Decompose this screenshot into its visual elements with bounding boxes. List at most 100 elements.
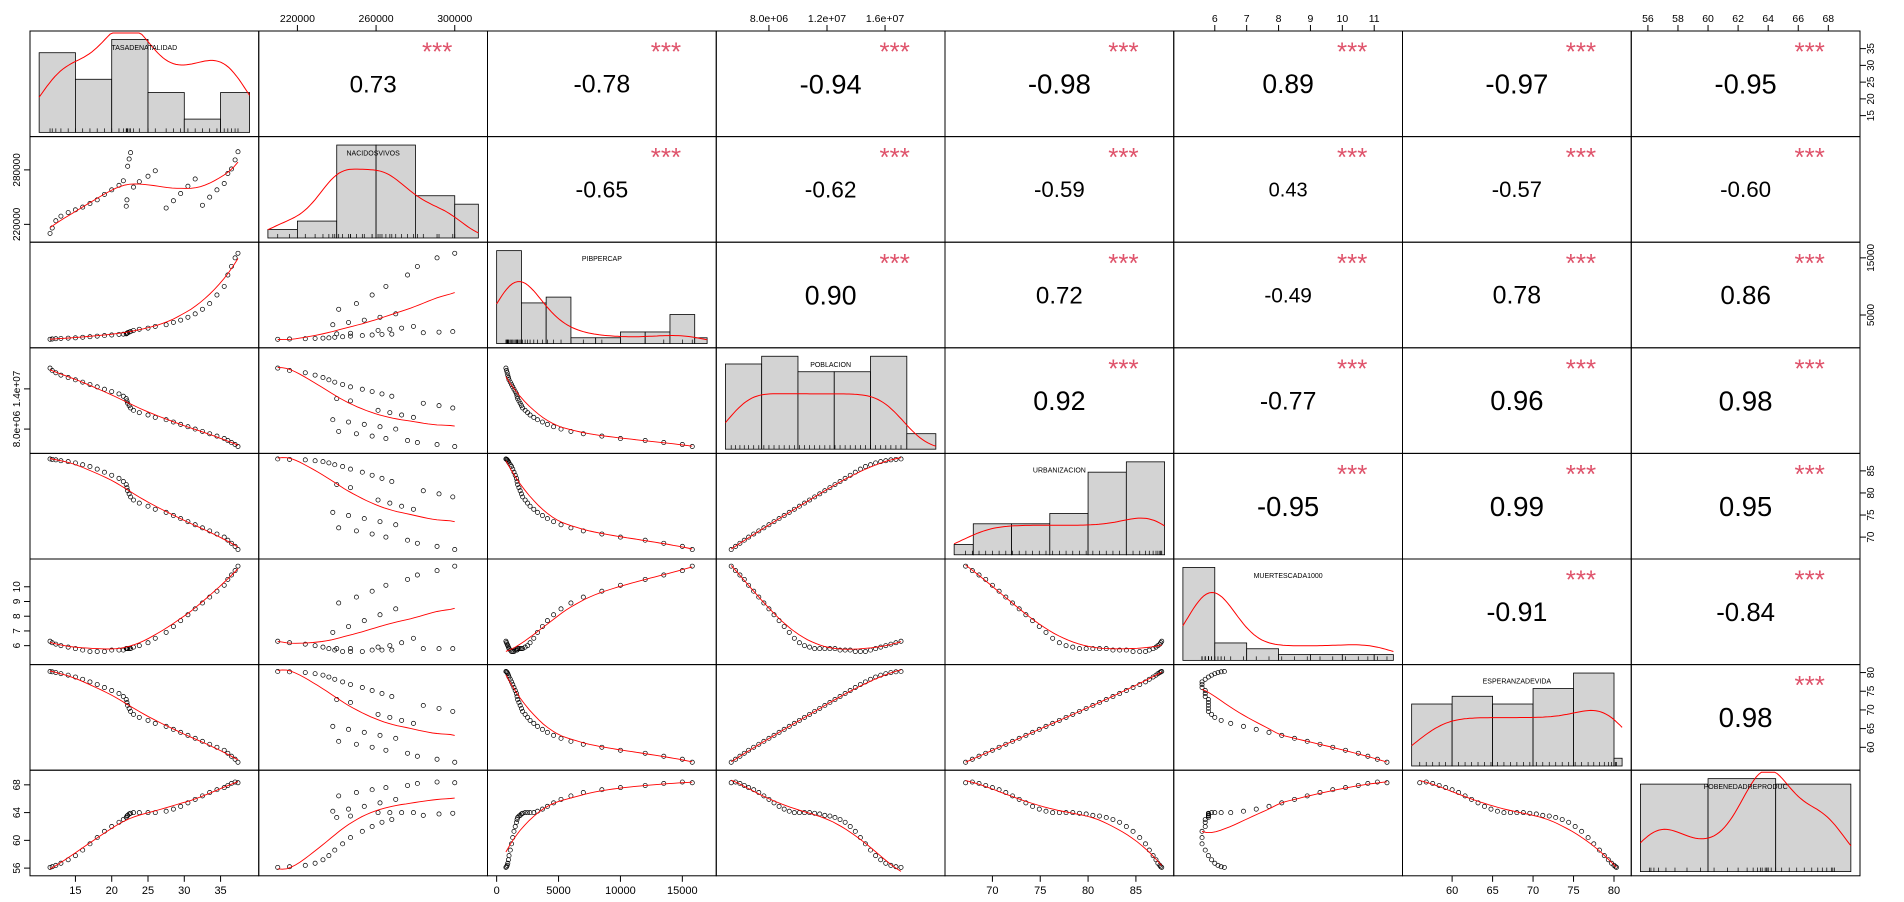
- significance-stars: ***: [1108, 37, 1138, 67]
- scatter-point: [387, 810, 393, 816]
- scatter-point: [514, 817, 520, 822]
- scatter-point: [326, 335, 332, 341]
- tick-label: 220000: [12, 207, 23, 241]
- scatter-point: [514, 393, 520, 399]
- scatter-point: [515, 814, 521, 820]
- correlation-value: -0.97: [1485, 68, 1548, 99]
- panel-esperanzadevida-vs-muertescada1000: [1199, 668, 1390, 765]
- scatter-point: [756, 741, 762, 747]
- smoother-line: [49, 369, 239, 446]
- scatter-point: [781, 726, 787, 732]
- correlation-value: -0.84: [1716, 599, 1775, 627]
- scatter-point: [599, 787, 605, 793]
- scatter-point: [776, 516, 782, 522]
- panel-frame: [29, 241, 260, 349]
- scatter-point: [405, 438, 410, 443]
- scatter-point: [989, 582, 995, 588]
- scatter-point: [689, 563, 695, 569]
- scatter-point: [1023, 612, 1029, 618]
- scatter-point: [751, 531, 757, 537]
- scatter-point: [837, 817, 843, 822]
- tick-label: 58: [1672, 13, 1684, 25]
- scatter-point: [346, 726, 351, 732]
- scatter-point: [375, 327, 381, 333]
- scatter-point: [1374, 779, 1380, 785]
- significance-stars: ***: [1337, 37, 1367, 67]
- scatter-point: [436, 329, 442, 335]
- scatter-point: [898, 668, 904, 674]
- scatter-point: [531, 720, 537, 726]
- scatter-point: [359, 828, 365, 834]
- scatter-point: [1003, 594, 1009, 600]
- scatter-point: [817, 705, 823, 711]
- scatter-point: [522, 711, 528, 717]
- significance-stars: ***: [1566, 565, 1596, 595]
- significance-stars: ***: [1566, 142, 1596, 172]
- scatter-point: [199, 793, 205, 799]
- scatter-point: [1063, 714, 1069, 720]
- panel-tasadenatalidad-vs-pobenedadreproduc: -0.95 ***: [1715, 37, 1825, 100]
- scatter-point: [379, 331, 385, 337]
- scatter-point: [302, 370, 308, 376]
- scatter-point: [109, 389, 115, 395]
- scatter-point: [163, 205, 169, 211]
- tick-label: 6: [1212, 13, 1218, 25]
- scatter-point: [235, 547, 241, 552]
- histogram-bar: [220, 92, 251, 133]
- significance-stars: ***: [422, 37, 452, 67]
- scatter-point: [330, 808, 336, 814]
- density-curve: [1411, 709, 1623, 746]
- scatter-point: [1130, 649, 1136, 654]
- variable-name: URBANIZACION: [1033, 467, 1086, 474]
- scatter-point: [336, 306, 342, 312]
- scatter-point: [312, 860, 318, 866]
- scatter-point: [361, 317, 367, 323]
- scatter-point: [822, 702, 828, 708]
- smoother-line: [277, 607, 455, 644]
- scatter-point: [102, 649, 107, 654]
- tick-label: 30: [178, 885, 190, 897]
- scatter-point: [131, 497, 136, 503]
- density-curve: [1640, 771, 1852, 847]
- scatter-point: [377, 424, 383, 430]
- scatter-point: [377, 800, 383, 806]
- scatter-point: [330, 322, 336, 328]
- correlation-value: -0.98: [1028, 69, 1091, 100]
- scatter-point: [332, 334, 338, 340]
- scatter-point: [802, 500, 807, 506]
- scatter-point: [235, 563, 241, 569]
- scatter-point: [136, 410, 142, 416]
- scatter-point: [123, 396, 129, 402]
- scatter-point: [551, 732, 557, 738]
- scatter-point: [405, 783, 410, 788]
- scatter-point: [771, 612, 777, 618]
- scatter-point: [558, 796, 564, 802]
- scatter-point: [353, 741, 359, 747]
- scatter-point: [761, 738, 767, 744]
- scatter-point: [170, 319, 176, 325]
- scatter-point: [1070, 644, 1076, 650]
- histogram-bar: [147, 92, 185, 133]
- scatter-point: [1482, 803, 1487, 809]
- scatter-point: [1613, 864, 1619, 870]
- scatter-point: [807, 711, 813, 717]
- histogram-bar: [1373, 654, 1394, 661]
- significance-stars: ***: [1794, 142, 1824, 172]
- correlation-value: -0.91: [1486, 597, 1547, 627]
- tick-label: 10: [1336, 13, 1348, 25]
- scatter-point: [1036, 726, 1042, 732]
- scatter-point: [320, 644, 326, 650]
- scatter-point: [235, 780, 241, 786]
- panel-tasadenatalidad-vs-muertescada1000: 0.89 ***: [1262, 37, 1367, 99]
- tick-label: 35: [1866, 43, 1877, 55]
- scatter-point: [540, 726, 545, 732]
- scatter-point: [450, 646, 456, 652]
- panel-tasadenatalidad-vs-urbanizacion: -0.98 ***: [1028, 37, 1139, 100]
- panel-pobenedadreproduc-vs-esperanzadevida: [1417, 779, 1619, 870]
- scatter-point: [863, 841, 868, 847]
- scatter-point: [504, 370, 510, 376]
- panel-muertescada1000-vs-muertescada1000: MUERTESCADA1000: [1182, 567, 1394, 661]
- histogram-bar: [833, 371, 871, 450]
- scatter-point: [375, 407, 381, 413]
- scatter-point: [450, 329, 456, 335]
